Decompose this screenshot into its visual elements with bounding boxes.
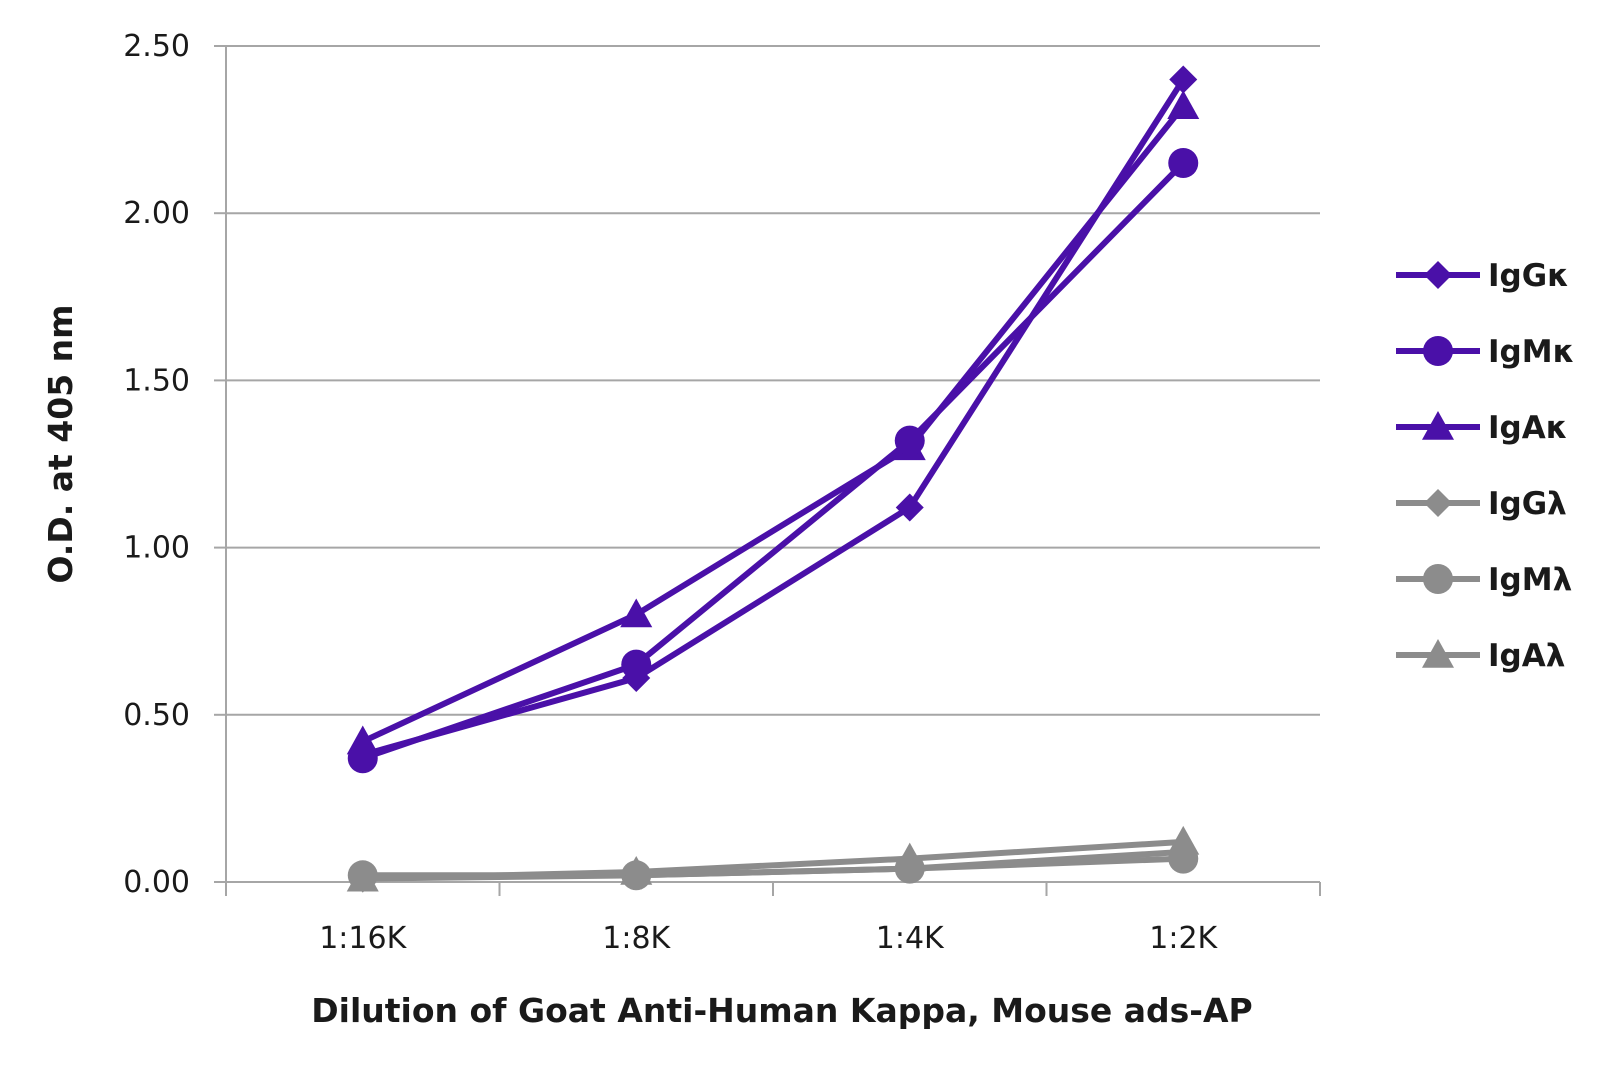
x-tick-label: 1:2K	[1149, 921, 1218, 956]
legend-marker	[1422, 411, 1454, 440]
gridlines	[226, 45, 1320, 716]
legend-item: IgMλ	[1396, 562, 1572, 598]
legend-item: IgGλ	[1396, 486, 1567, 522]
y-axis-title: O.D. at 405 nm	[41, 304, 80, 583]
y-tick-label: 1.00	[123, 531, 190, 566]
series-2	[347, 148, 1199, 774]
series-line	[362, 838, 1184, 882]
legend-marker	[1422, 639, 1454, 668]
legend-label: IgMλ	[1488, 562, 1572, 598]
legend-marker	[1424, 489, 1452, 517]
x-tick-label: 1:16K	[319, 921, 407, 956]
y-tick-label: 2.50	[123, 29, 190, 64]
legend-label: IgGλ	[1488, 486, 1567, 522]
data-point	[621, 649, 652, 680]
data-point	[895, 493, 924, 522]
data-point	[620, 598, 653, 628]
y-tick-labels: 0.00 0.50 1.00 1.50 2.00 2.50	[123, 29, 190, 900]
legend-item: IgAκ	[1396, 410, 1568, 446]
data-point	[1167, 825, 1200, 855]
legend-item: IgGκ	[1396, 258, 1569, 294]
x-axis-title: Dilution of Goat Anti-Human Kappa, Mouse…	[311, 991, 1252, 1030]
x-tick-label: 1:4K	[876, 921, 945, 956]
series-6	[346, 825, 1200, 892]
legend-marker	[1423, 336, 1453, 366]
legend-item: IgAλ	[1396, 638, 1565, 674]
legend-label: IgGκ	[1488, 258, 1569, 294]
series-layer	[346, 65, 1200, 893]
y-tick-label: 0.50	[123, 698, 190, 733]
legend-item: IgMκ	[1396, 334, 1575, 370]
data-point	[620, 855, 653, 885]
data-point	[1168, 148, 1199, 179]
data-point	[893, 842, 926, 872]
x-tick-label: 1:8K	[602, 921, 671, 956]
axes	[214, 45, 1321, 896]
legend-label: IgMκ	[1488, 334, 1575, 370]
y-tick-label: 2.00	[123, 196, 190, 231]
series-line	[361, 104, 1186, 745]
series-1	[348, 65, 1198, 769]
legend-label: IgAλ	[1488, 638, 1565, 674]
legend-label: IgAκ	[1488, 410, 1568, 446]
legend-marker	[1423, 564, 1453, 594]
legend-marker	[1424, 261, 1452, 289]
series-line	[361, 77, 1186, 758]
data-point	[1169, 65, 1198, 94]
series-line	[361, 160, 1186, 762]
data-point	[894, 425, 925, 456]
y-tick-label: 1.50	[123, 363, 190, 398]
data-point	[347, 743, 378, 774]
y-tick-label: 0.00	[123, 865, 190, 900]
data-point	[1167, 90, 1200, 119]
series-3	[346, 90, 1200, 755]
x-tick-labels: 1:16K 1:8K 1:4K 1:2K	[319, 921, 1218, 956]
data-point	[346, 862, 379, 892]
legend: IgGκ IgMκ IgAκ IgGλ IgMλ IgAλ	[1396, 258, 1575, 674]
